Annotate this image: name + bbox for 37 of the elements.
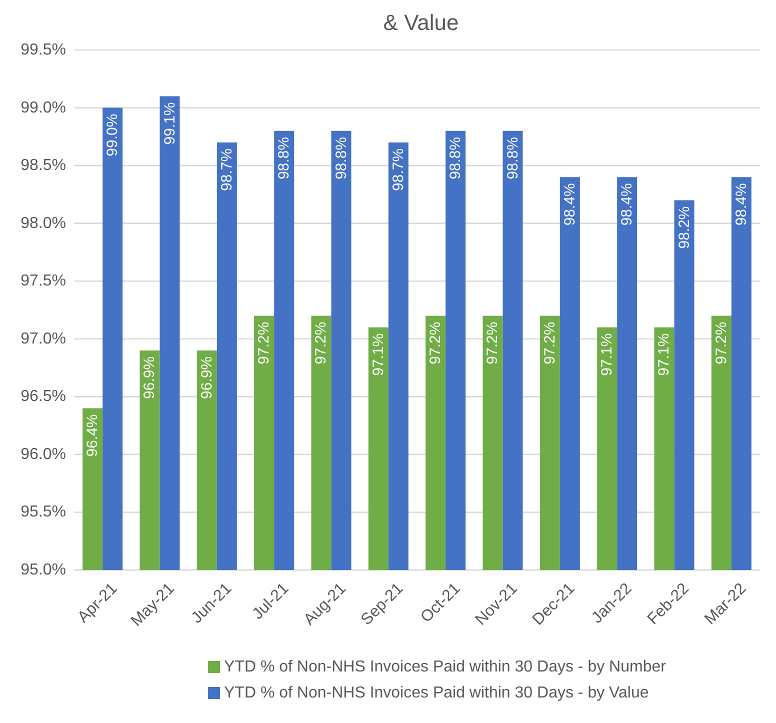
y-tick-label: 98.0%	[20, 214, 66, 232]
data-label: 98.8%	[276, 136, 293, 180]
data-label: 97.1%	[370, 333, 387, 376]
data-label: 99.1%	[161, 102, 178, 145]
data-label: 97.1%	[656, 333, 673, 376]
data-label: 99.0%	[104, 114, 122, 156]
data-label: 97.2%	[427, 322, 444, 364]
data-label: 97.1%	[598, 333, 616, 376]
data-label: 98.4%	[732, 183, 750, 226]
y-tick-label: 96.0%	[20, 446, 66, 463]
y-tick-label: 97.5%	[20, 272, 66, 290]
data-label: 97.2%	[256, 322, 273, 364]
y-tick-label: 96.5%	[20, 388, 66, 406]
data-label: 98.8%	[332, 136, 350, 180]
data-label: 97.2%	[312, 322, 330, 364]
data-label: 96.9%	[198, 356, 216, 399]
y-tick-label: 99.0%	[20, 99, 66, 116]
y-tick-label: 95.0%	[20, 562, 66, 578]
data-label: 97.2%	[541, 322, 558, 364]
data-label: 98.4%	[561, 183, 578, 226]
data-label: 98.2%	[676, 206, 693, 249]
legend-label: YTD % of Non-NHS Invoices Paid within 30 Days - by Value	[224, 684, 649, 702]
data-label: 98.7%	[390, 148, 407, 191]
y-tick-label: 98.5%	[20, 157, 66, 174]
data-label: 98.7%	[218, 148, 236, 191]
data-label: 97.2%	[484, 322, 502, 364]
chart-title: & Value	[383, 10, 459, 35]
legend-label: YTD % of Non-NHS Invoices Paid within 30 Days - by Number	[224, 658, 667, 676]
data-label: 98.8%	[504, 136, 522, 180]
data-label: 98.8%	[447, 136, 464, 180]
data-label: 96.9%	[141, 356, 158, 399]
data-label: 97.2%	[712, 322, 730, 364]
data-label: 96.4%	[84, 414, 102, 457]
y-tick-label: 95.5%	[20, 504, 66, 521]
data-label: 98.4%	[618, 183, 636, 226]
y-tick-label: 97.0%	[20, 330, 66, 348]
y-tick-label: 99.5%	[20, 42, 66, 58]
